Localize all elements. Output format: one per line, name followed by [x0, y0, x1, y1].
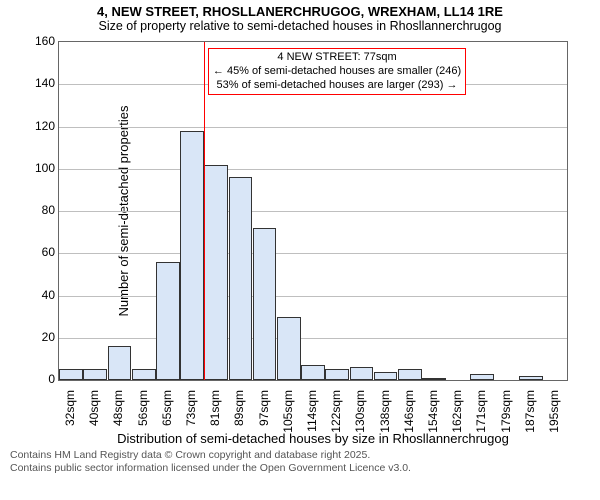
- bar: [180, 131, 204, 380]
- x-axis-label: Distribution of semi-detached houses by …: [58, 431, 568, 446]
- bar: [204, 165, 228, 380]
- footer-line-1: Contains HM Land Registry data © Crown c…: [10, 449, 590, 462]
- gridline: [59, 296, 567, 297]
- bar: [470, 374, 494, 380]
- y-tick-label: 40: [7, 288, 55, 302]
- annotation-line: 4 NEW STREET: 77sqm: [213, 51, 461, 65]
- bar: [253, 228, 277, 380]
- y-tick-label: 0: [7, 372, 55, 386]
- gridline: [59, 253, 567, 254]
- bar: [374, 372, 398, 380]
- bar: [108, 346, 132, 380]
- reference-line: [204, 42, 205, 380]
- bar: [277, 317, 301, 380]
- y-tick-label: 80: [7, 203, 55, 217]
- y-tick-label: 20: [7, 330, 55, 344]
- annotation-line: ← 45% of semi-detached houses are smalle…: [213, 65, 461, 79]
- bar: [350, 367, 374, 380]
- footer-line-2: Contains public sector information licen…: [10, 462, 590, 475]
- bar: [59, 369, 83, 380]
- y-tick-label: 160: [7, 34, 55, 48]
- bar: [398, 369, 422, 380]
- bar: [156, 262, 180, 380]
- bar: [519, 376, 543, 380]
- annotation-box: 4 NEW STREET: 77sqm← 45% of semi-detache…: [208, 48, 466, 95]
- bar: [83, 369, 107, 380]
- chart-area: Number of semi-detached properties 4 NEW…: [0, 35, 600, 445]
- annotation-line: 53% of semi-detached houses are larger (…: [213, 79, 461, 93]
- chart-subtitle: Size of property relative to semi-detach…: [0, 19, 600, 35]
- y-tick-label: 60: [7, 245, 55, 259]
- y-tick-label: 120: [7, 119, 55, 133]
- gridline: [59, 169, 567, 170]
- bar: [325, 369, 349, 380]
- gridline: [59, 338, 567, 339]
- plot-region: 4 NEW STREET: 77sqm← 45% of semi-detache…: [58, 41, 568, 381]
- chart-title: 4, NEW STREET, RHOSLLANERCHRUGOG, WREXHA…: [0, 0, 600, 19]
- gridline: [59, 211, 567, 212]
- bar: [301, 365, 325, 380]
- bar: [229, 177, 253, 380]
- bar: [422, 378, 446, 380]
- y-tick-label: 100: [7, 161, 55, 175]
- bar: [132, 369, 156, 380]
- gridline: [59, 127, 567, 128]
- y-tick-label: 140: [7, 76, 55, 90]
